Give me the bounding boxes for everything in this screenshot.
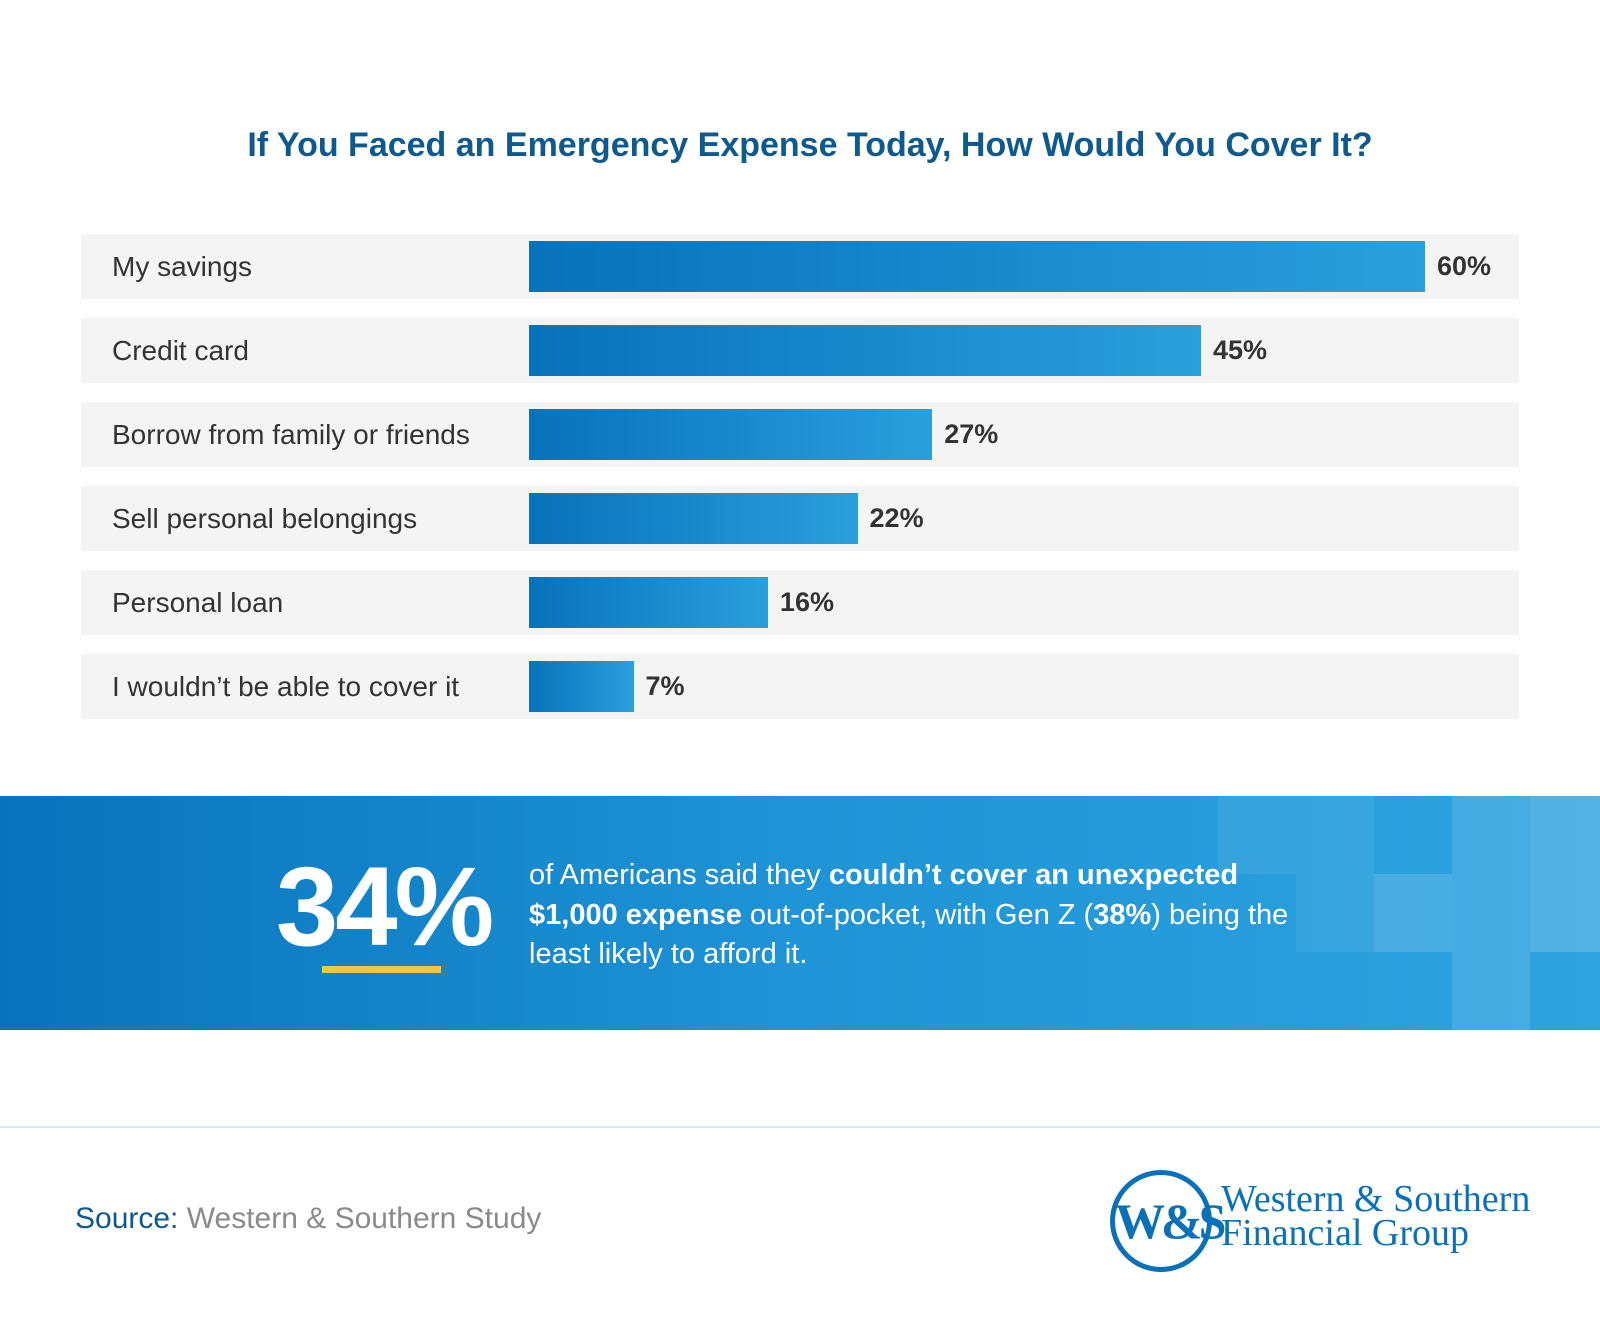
- bar: [529, 493, 858, 544]
- chart-row: I wouldn’t be able to cover it 7%: [81, 654, 1519, 719]
- bar: [529, 325, 1201, 376]
- logo-emblem: W&S: [1110, 1170, 1226, 1272]
- value-label: 27%: [944, 419, 999, 449]
- value-label: 22%: [869, 503, 924, 533]
- bar: [529, 577, 768, 628]
- bar: [529, 409, 933, 460]
- callout-text: of Americans said they couldn’t cover an…: [529, 859, 1289, 970]
- category-label: Credit card: [112, 335, 249, 366]
- bar: [529, 241, 1425, 292]
- accent-underline: [322, 966, 441, 973]
- chart-row: Credit card 45%: [81, 318, 1519, 383]
- chart-row: Borrow from family or friends 27%: [81, 402, 1519, 467]
- value-label: 7%: [645, 671, 685, 701]
- value-label: 60%: [1437, 251, 1492, 281]
- value-label: 16%: [779, 587, 834, 617]
- category-label: Personal loan: [112, 587, 284, 618]
- chart-row: Sell personal belongings 22%: [81, 486, 1519, 551]
- value-label: 45%: [1213, 335, 1268, 365]
- chart-title: If You Faced an Emergency Expense Today,…: [247, 126, 1373, 164]
- logo-wordmark: Western & Southern Financial Group: [1221, 1178, 1531, 1254]
- category-label: Borrow from family or friends: [112, 419, 470, 450]
- callout-banner: 34% of Americans said they couldn’t cove…: [0, 796, 1600, 1030]
- callout-number: 34%: [276, 844, 494, 969]
- bar: [529, 661, 634, 712]
- source-note: Source: Western & Southern Study: [75, 1202, 542, 1235]
- divider: [0, 1126, 1600, 1128]
- category-label: My savings: [112, 251, 253, 282]
- chart-row: Personal loan 16%: [81, 570, 1519, 635]
- category-label: Sell personal belongings: [112, 503, 418, 534]
- chart-row: My savings 60%: [81, 234, 1519, 299]
- category-label: I wouldn’t be able to cover it: [112, 671, 460, 702]
